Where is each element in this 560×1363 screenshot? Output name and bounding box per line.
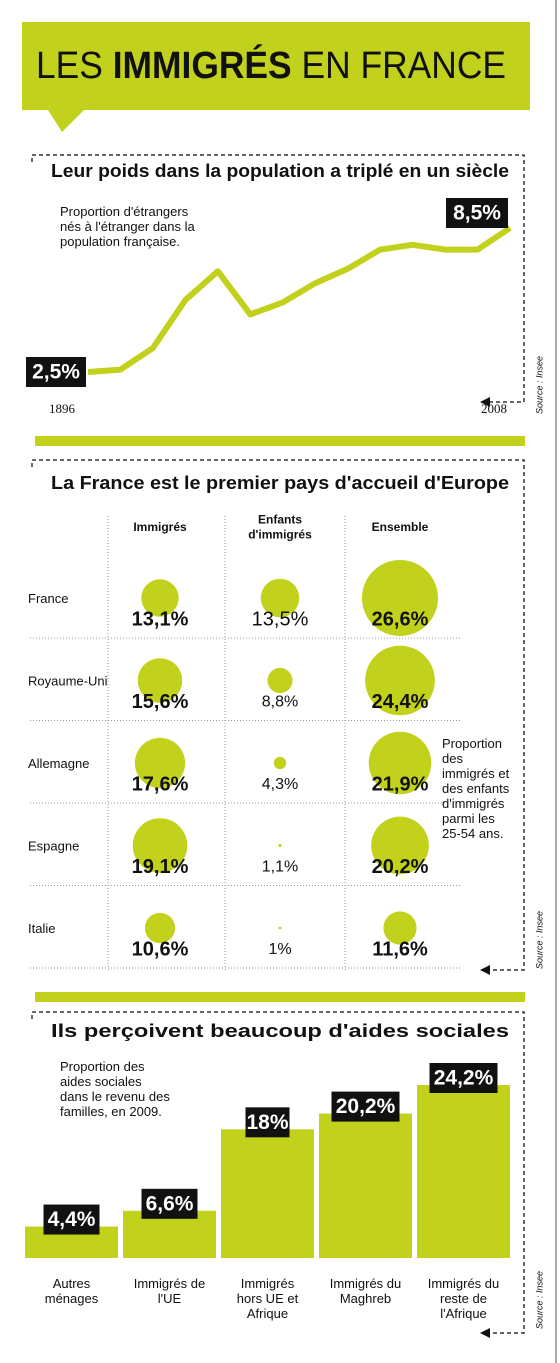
bubble: [383, 911, 417, 945]
title-part: LES: [36, 45, 103, 87]
chart-title: Ils perçoivent beaucoup d'aides sociales: [51, 1021, 509, 1041]
arrow: [480, 965, 490, 975]
value-label-box: [26, 357, 86, 387]
bubble: [365, 645, 435, 716]
column-header: Enfants d'immigrés: [248, 513, 312, 542]
bubble: [278, 843, 282, 848]
separator: [35, 436, 525, 446]
value-label: 4,4%: [48, 1208, 96, 1231]
value-label: 26,6%: [372, 608, 429, 630]
value-label-box: [245, 1107, 290, 1138]
title-part: EN FRANCE: [302, 45, 506, 87]
chart-title: La France est le premier pays d'accueil …: [51, 473, 509, 493]
value-label-box: [141, 1188, 198, 1219]
value-label: 13,1%: [132, 608, 189, 630]
header-pointer: [48, 110, 84, 132]
chart-title: Leur poids dans la population a triplé e…: [51, 161, 509, 181]
bubble: [141, 579, 179, 617]
header-band: [22, 22, 530, 110]
value-label-box: [43, 1204, 100, 1235]
bubble: [260, 578, 300, 618]
value-label-box: [446, 198, 508, 228]
value-label: 4,3%: [262, 776, 298, 793]
annotation: Proportion d'étrangers nés à l'étranger d…: [60, 204, 196, 249]
value-label: 8,8%: [262, 694, 298, 711]
value-label: 11,6%: [372, 938, 428, 960]
annotation: Proportion des immigrés et des enfants d'imm…: [442, 736, 510, 841]
value-label: 10,6%: [132, 938, 189, 960]
x-tick-label: Autres ménages: [45, 1276, 99, 1306]
row-label: France: [28, 591, 68, 606]
page-title: LES IMMIGRÉS EN FRANCE: [36, 43, 506, 87]
frame: [31, 459, 525, 971]
bubble: [278, 926, 282, 930]
arrow: [480, 1328, 490, 1338]
bubble: [132, 818, 188, 873]
value-label: 24,4%: [372, 691, 429, 713]
x-tick-label: Immigrés du Maghreb: [330, 1276, 402, 1306]
x-tick-label: 1896: [49, 401, 76, 416]
data-line: [87, 225, 512, 375]
column-header: Immigrés: [133, 520, 187, 534]
annotation: Proportion des aides sociales dans le reve…: [60, 1059, 170, 1119]
value-label: 13,5%: [252, 608, 309, 630]
x-tick-label: Immigrés hors UE et Afrique: [237, 1276, 299, 1321]
title-part: IMMIGRÉS: [113, 43, 292, 87]
value-label: 8,5%: [453, 202, 501, 225]
x-tick-label: Immigrés de l'UE: [134, 1276, 206, 1306]
value-label-box: [331, 1091, 400, 1122]
x-tick-label: Immigrés du reste de l'Afrique: [428, 1276, 500, 1321]
bubble: [273, 756, 287, 770]
value-label: 21,9%: [372, 773, 429, 795]
frame: [31, 154, 525, 403]
value-label-box: [429, 1063, 498, 1093]
row-label: Espagne: [28, 839, 79, 854]
source: Source : Insee: [534, 356, 544, 414]
source: Source : Insee: [534, 1271, 544, 1329]
frame: [31, 1011, 525, 1334]
value-label: 20,2%: [336, 1095, 396, 1118]
bar: [319, 1113, 412, 1258]
x-tick-label: 2008: [481, 401, 507, 416]
bar: [417, 1085, 510, 1258]
value-label: 15,6%: [132, 691, 189, 713]
bubble: [137, 658, 183, 703]
bubble: [362, 560, 438, 636]
value-label: 19,1%: [132, 856, 189, 878]
value-label: 20,2%: [372, 856, 429, 878]
bubble: [144, 912, 176, 944]
value-label: 18%: [246, 1111, 288, 1134]
source: Source : Insee: [534, 911, 544, 969]
bubble: [371, 816, 429, 875]
bubble: [134, 737, 186, 789]
separator: [35, 992, 525, 1002]
value-label: 24,2%: [434, 1067, 494, 1090]
value-label: 2,5%: [32, 361, 80, 384]
row-label: Royaume-Uni: [28, 674, 108, 689]
column-header: Ensemble: [372, 520, 429, 534]
bubble: [368, 731, 432, 795]
row-label: Italie: [28, 921, 55, 936]
arrow: [480, 397, 490, 407]
row-label: Allemagne: [28, 756, 89, 771]
bubble: [267, 667, 293, 694]
value-label: 1,1%: [262, 859, 298, 876]
bar: [221, 1129, 314, 1258]
value-label: 17,6%: [132, 773, 189, 795]
value-label: 1%: [268, 941, 291, 958]
value-label: 6,6%: [146, 1192, 194, 1215]
